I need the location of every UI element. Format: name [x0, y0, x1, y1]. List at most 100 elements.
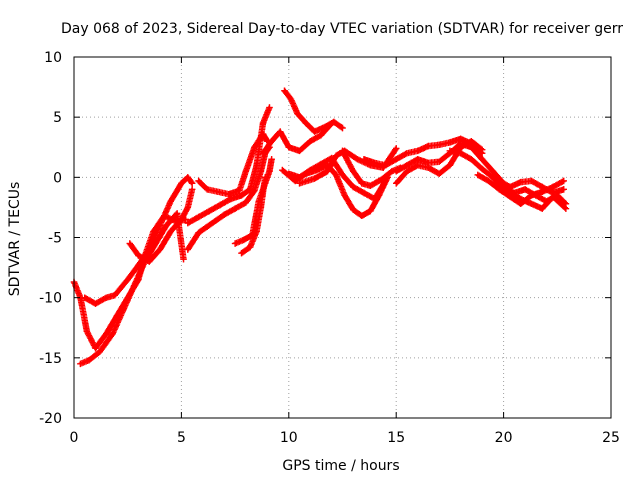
data-point [517, 178, 524, 186]
data-point [203, 186, 211, 193]
y-tick-label: -5 [48, 231, 62, 247]
y-tick-label: -15 [39, 351, 62, 367]
data-point [350, 206, 357, 214]
data-point [195, 177, 202, 185]
data-point [277, 128, 284, 135]
data-point [195, 229, 202, 236]
data-point [257, 168, 265, 175]
data-point [403, 168, 411, 175]
data-point [92, 300, 99, 307]
y-tick-label: 0 [53, 170, 62, 186]
data-point [103, 330, 110, 337]
data-point [358, 212, 366, 220]
series-arc-12 [279, 162, 391, 220]
data-point [468, 138, 475, 145]
data-point [549, 193, 557, 200]
data-markers [70, 87, 570, 368]
data-point [489, 168, 497, 175]
data-point [403, 150, 411, 157]
x-tick-label: 5 [177, 430, 186, 446]
data-point [206, 207, 213, 215]
data-point [539, 183, 546, 191]
data-point [457, 150, 464, 157]
data-point [188, 186, 196, 193]
data-point [371, 195, 378, 203]
data-point [393, 145, 400, 152]
data-point [83, 328, 91, 335]
data-point [367, 182, 374, 189]
data-point [358, 180, 366, 187]
data-point [212, 217, 219, 224]
y-tick-label: 5 [53, 110, 62, 126]
x-tick-label: 25 [602, 430, 620, 446]
data-point [257, 204, 265, 211]
series-arc-9 [238, 174, 269, 257]
data-point [435, 158, 443, 165]
data-point [485, 177, 492, 185]
data-point [135, 261, 142, 269]
data-point [360, 156, 368, 163]
data-point [496, 177, 503, 185]
data-point [214, 188, 222, 195]
data-point [178, 180, 185, 187]
data-point [111, 292, 119, 299]
series-arc-16 [360, 135, 486, 169]
data-point [435, 170, 443, 177]
data-point [156, 222, 164, 229]
x-tick-label: 10 [280, 430, 298, 446]
data-point [393, 156, 400, 163]
y-tick-label: -10 [39, 291, 62, 307]
data-point [435, 141, 443, 149]
data-point [317, 132, 325, 139]
data-point [246, 243, 254, 251]
data-point [242, 168, 250, 175]
x-tick-label: 0 [70, 430, 79, 446]
chart-title: Day 068 of 2023, Sidereal Day-to-day VTE… [61, 21, 623, 37]
data-point [517, 195, 524, 203]
data-point [324, 168, 331, 175]
data-point [528, 200, 535, 208]
data-point [489, 174, 497, 181]
data-point [268, 156, 275, 163]
data-point [371, 159, 378, 167]
data-point [236, 187, 243, 194]
series-arc-4 [126, 186, 196, 265]
data-point [296, 180, 303, 187]
data-point [311, 128, 318, 135]
data-point [240, 236, 247, 244]
data-point [180, 255, 187, 263]
data-point [126, 240, 134, 247]
data-point [339, 171, 346, 179]
data-point [528, 177, 535, 185]
data-point [354, 156, 361, 163]
data-point [238, 192, 245, 199]
data-point [367, 207, 374, 215]
data-point [156, 246, 164, 253]
data-point [225, 190, 232, 198]
data-point [221, 211, 228, 218]
data-point [216, 201, 224, 209]
data-point [85, 357, 93, 364]
data-point [414, 147, 421, 155]
data-point [350, 168, 357, 175]
data-point [96, 348, 103, 356]
data-point [528, 192, 535, 199]
data-point [457, 144, 464, 151]
data-point [253, 162, 260, 169]
data-point [322, 123, 329, 130]
data-point [330, 118, 338, 126]
data-point [539, 205, 546, 212]
series-arc-6 [184, 104, 273, 227]
data-point [506, 183, 514, 191]
data-point [332, 152, 340, 159]
series-arc-18 [393, 138, 486, 187]
data-point [560, 186, 567, 193]
series-arc-15 [339, 147, 404, 189]
series-arc-11 [281, 87, 346, 135]
data-point [285, 170, 292, 177]
y-tick-label: -20 [39, 411, 62, 427]
data-point [259, 150, 267, 157]
data-point [109, 330, 116, 337]
data-point [478, 146, 486, 153]
